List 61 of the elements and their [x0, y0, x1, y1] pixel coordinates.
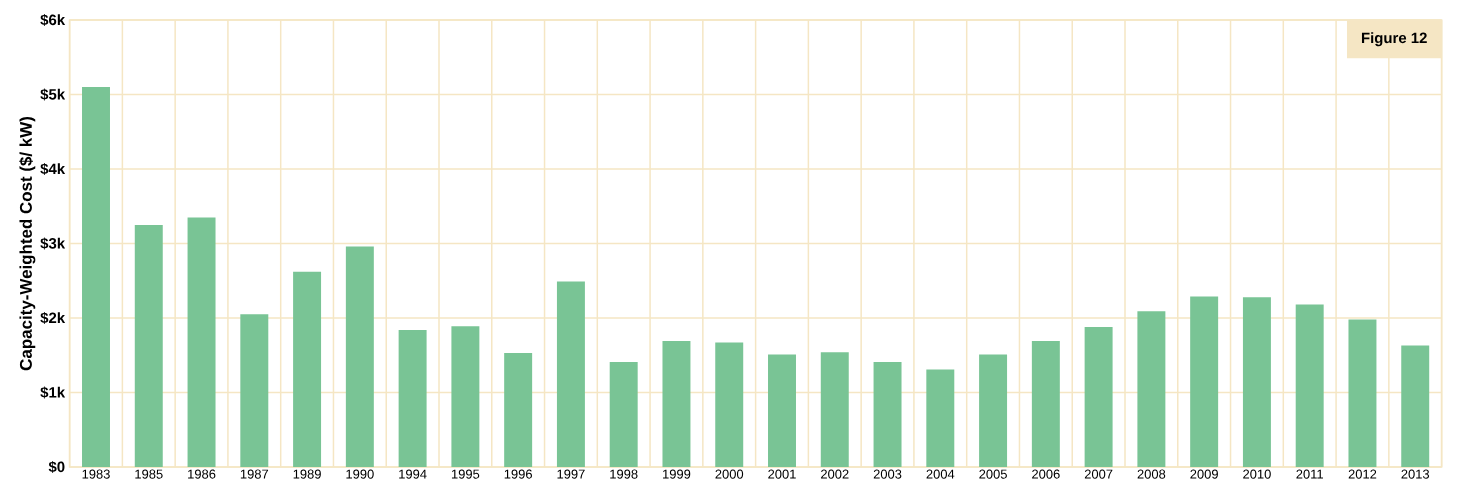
- bar: [662, 341, 691, 467]
- bar: [926, 369, 955, 467]
- bar: [1137, 311, 1166, 467]
- bar: [451, 326, 480, 467]
- y-tick-label: $1k: [40, 386, 66, 399]
- y-tick-label: $0: [48, 460, 65, 474]
- x-tick-label: 2000: [715, 469, 744, 479]
- x-tick-label: 2005: [979, 469, 1007, 479]
- y-tick-label: $3k: [40, 237, 66, 250]
- y-tick-label: $2k: [40, 311, 66, 325]
- x-tick-label: 1989: [293, 469, 321, 479]
- bar: [398, 329, 427, 467]
- y-axis-title: Capacity-Weighted Cost ($/ kW): [19, 117, 36, 371]
- x-tick-label: 1985: [135, 469, 163, 479]
- bar: [1190, 296, 1219, 467]
- bar: [609, 361, 638, 467]
- bar: [293, 271, 322, 467]
- bar: [345, 246, 374, 467]
- bar: [820, 352, 849, 467]
- annotation: Figure 12: [1361, 32, 1427, 47]
- bar: [240, 314, 269, 467]
- bar: [504, 353, 533, 467]
- x-tick-label: 1986: [188, 469, 216, 479]
- x-tick-label: 2011: [1296, 469, 1323, 479]
- x-tick-label: 1997: [557, 469, 585, 479]
- bar: [1084, 326, 1113, 467]
- bar: [873, 361, 902, 467]
- x-tick-label: 1987: [240, 469, 269, 479]
- x-tick-label: 2013: [1401, 469, 1430, 479]
- bar: [1348, 319, 1377, 467]
- x-tick-label: 2004: [926, 469, 955, 479]
- x-tick-label: 1998: [610, 469, 638, 479]
- x-tick-label: 2001: [768, 469, 796, 479]
- x-tick-label: 2007: [1084, 469, 1113, 479]
- x-tick-label: 2012: [1348, 469, 1377, 479]
- x-tick-label: 2002: [821, 469, 849, 479]
- bar: [556, 281, 585, 467]
- x-tick-label: 1990: [346, 469, 374, 479]
- x-tick-label: 1996: [504, 469, 532, 479]
- x-tick-label: 2003: [873, 469, 902, 479]
- x-tick-label: 1994: [399, 469, 427, 479]
- x-tick-label: 1999: [663, 469, 691, 479]
- x-tick-label: 1983: [82, 469, 110, 479]
- bar: [715, 342, 744, 467]
- bar: [134, 224, 163, 467]
- x-tick-label: 2010: [1243, 469, 1271, 479]
- bar: [768, 354, 796, 467]
- y-tick-label: $4k: [40, 162, 66, 176]
- bar: [187, 217, 216, 467]
- x-tick-label: 2009: [1190, 469, 1218, 479]
- x-tick-label: 1995: [451, 469, 480, 479]
- x-tick-label: 2008: [1137, 469, 1166, 479]
- y-tick-label: $6k: [40, 13, 66, 27]
- bar: [82, 87, 110, 467]
- bar: [979, 354, 1008, 467]
- bar: [1242, 297, 1271, 467]
- bar: [1031, 341, 1060, 467]
- x-tick-label: 2006: [1032, 469, 1060, 479]
- bar: [1401, 345, 1430, 467]
- y-tick-label: $5k: [40, 88, 66, 101]
- bar: [1295, 304, 1324, 467]
